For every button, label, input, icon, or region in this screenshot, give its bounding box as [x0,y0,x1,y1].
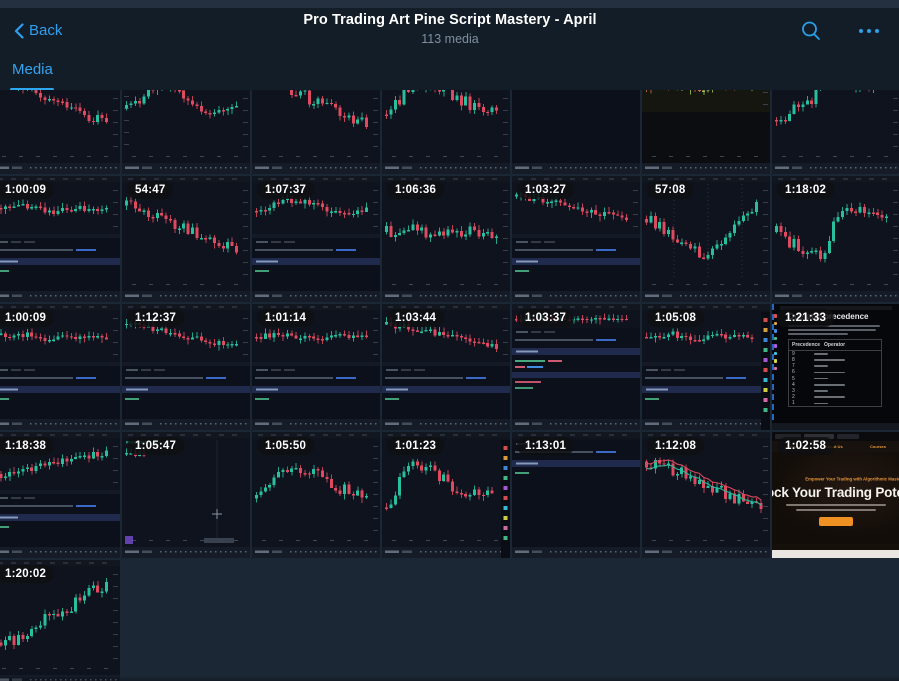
video-duration-badge: 1:03:37 [517,309,575,327]
hero-headline: ock Your Trading Poten [772,485,899,500]
video-duration-badge: 1:02:58 [777,437,835,455]
dashed-selection-border [772,304,774,430]
tab-media[interactable]: Media [10,58,54,91]
media-grid: 1:00:09 54:47 1:07:37 1:06:36 1:03:27 57:08 1:… [0,90,899,681]
media-thumbnail[interactable]: 1:20:02 [0,560,120,681]
media-thumbnail[interactable]: 1:06:36 [382,176,510,302]
video-duration-badge: 1:00:09 [0,181,55,199]
window-titlebar [0,0,899,8]
media-thumbnail[interactable]: 1:03:44 [382,304,510,430]
media-thumbnail[interactable]: Operator precedencePrecedenceOperator987… [772,304,899,430]
header-actions [795,14,885,48]
thumbnail-image [0,90,120,174]
video-duration-badge: 1:01:14 [257,309,315,327]
thumbnail-image [252,176,380,302]
chat-header: Back Pro Trading Art Pine Script Mastery… [0,8,899,56]
thumbnail-image [772,90,899,174]
media-thumbnail[interactable]: 1:05:47 [122,432,250,558]
search-icon [802,21,820,40]
media-thumbnail[interactable]: 1:12:37 [122,304,250,430]
media-thumbnail[interactable]: 1:03:37 [512,304,640,430]
tab-bar: Media [0,56,899,91]
site-hero: Empower Your Trading with Algorithmic Ma… [772,452,899,544]
thumbnail-image [252,90,380,174]
title-block: Pro Trading Art Pine Script Mastery - Ap… [200,10,700,47]
video-duration-badge: 1:13:01 [517,437,575,455]
hero-tagline: Empower Your Trading with Algorithmic Ma… [805,476,899,482]
media-thumbnail[interactable] [382,90,510,174]
video-duration-badge: 1:12:37 [127,309,185,327]
media-thumbnail[interactable]: 1:01:14 [252,304,380,430]
media-thumbnail[interactable]: 1:05:08 [642,304,770,430]
thumbnail-image [382,304,510,430]
video-duration-badge: 1:18:02 [777,181,835,199]
video-duration-badge: 1:00:09 [0,309,55,327]
back-button[interactable]: Back [10,18,66,43]
media-thumbnail[interactable]: 1:12:08 [642,432,770,558]
thumbnail-image [642,176,770,302]
precedence-table: Precedence Operator 9 8 7 6 5 4 3 2 1 [788,338,882,408]
video-duration-badge: 1:03:27 [517,181,575,199]
media-thumbnail[interactable]: 1:18:02 [772,176,899,302]
thumbnail-image [512,432,640,558]
media-count: 113 media [421,32,479,46]
media-thumbnail[interactable]: 1:00:09 [0,176,120,302]
video-duration-badge: 1:21:33 [777,309,835,327]
media-thumbnail[interactable]: 57:08 [642,176,770,302]
media-thumbnail[interactable]: 1:13:01 [512,432,640,558]
media-thumbnail[interactable]: 1:07:37 [252,176,380,302]
media-thumbnail[interactable] [252,90,380,174]
thumbnail-image [512,90,640,174]
media-thumbnail[interactable] [772,90,899,174]
thumbnail-image [122,90,250,174]
cta-button [819,516,853,526]
site-footer [772,550,899,558]
video-duration-badge: 1:07:37 [257,181,315,199]
video-duration-badge: 1:06:36 [387,181,445,199]
media-thumbnail[interactable]: 1:03:27 [512,176,640,302]
media-thumbnail[interactable]: 1:01:23 [382,432,510,558]
editor-icon-strip [772,314,779,414]
media-thumbnail[interactable]: 54:47 [122,176,250,302]
ellipsis-icon [858,28,880,34]
video-duration-badge: 1:03:44 [387,309,445,327]
thumbnail-image [642,304,770,430]
video-duration-badge: 1:05:50 [257,437,315,455]
search-button[interactable] [795,14,827,48]
video-duration-badge: 1:20:02 [0,565,55,583]
video-duration-badge: 1:05:47 [127,437,185,455]
thumbnail-image [512,304,640,430]
media-thumbnail[interactable]: 1:05:50 [252,432,380,558]
back-label: Back [29,22,63,39]
media-thumbnail[interactable] [0,90,120,174]
thumbnail-image [382,176,510,302]
bottom-fade [0,676,899,681]
video-duration-badge: 1:05:08 [647,309,705,327]
video-duration-badge: 57:08 [647,181,694,199]
thumbnail-image [382,90,510,174]
thumbnail-image [642,90,770,174]
more-options-button[interactable] [853,14,885,48]
video-duration-badge: 54:47 [127,181,174,199]
tab-media-label: Media [12,61,53,78]
media-thumbnail[interactable] [122,90,250,174]
thumbnail-image [0,432,120,558]
media-thumbnail[interactable] [512,90,640,174]
page-title: Pro Trading Art Pine Script Mastery - Ap… [303,12,597,28]
video-duration-badge: 1:12:08 [647,437,705,455]
thumbnail-image [772,176,899,302]
thumbnail-image [252,304,380,430]
media-thumbnail[interactable]: 1:00:09 [0,304,120,430]
browser-tabs [772,432,899,441]
media-thumbnail[interactable]: 1:18:38 [0,432,120,558]
media-thumbnail[interactable] [642,90,770,174]
video-duration-badge: 1:01:23 [387,437,445,455]
chevron-left-icon [14,22,24,39]
video-duration-badge: 1:18:38 [0,437,55,455]
